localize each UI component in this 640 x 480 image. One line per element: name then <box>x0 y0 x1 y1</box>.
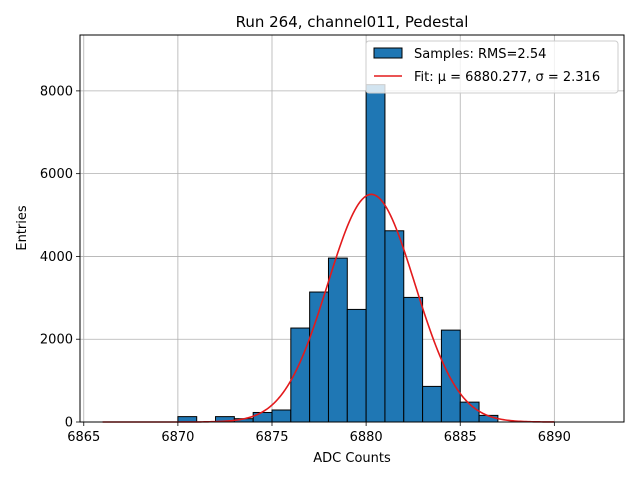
histogram-bar <box>403 296 424 423</box>
y-tick-label: 4000 <box>40 250 73 265</box>
legend-box <box>365 40 619 94</box>
histogram-bar <box>346 308 367 423</box>
histogram-bar <box>384 230 405 423</box>
plot-frame <box>79 34 625 423</box>
chart-title: Run 264, channel011, Pedestal <box>236 13 469 31</box>
x-axis-ticks: 6865 6870 6875 6880 6885 6890 <box>67 422 571 445</box>
legend-label-fit: Fit: μ = 6880.277, σ = 2.316 <box>414 70 600 85</box>
histogram-bar <box>327 257 348 423</box>
x-tick-label: 6880 <box>350 430 383 445</box>
x-tick-label: 6885 <box>444 430 477 445</box>
histogram-bar <box>440 329 461 423</box>
histogram-bar <box>271 409 292 423</box>
x-tick-label: 6870 <box>161 430 194 445</box>
histogram-bar <box>252 411 273 423</box>
y-tick-label: 6000 <box>40 167 73 182</box>
y-tick-label: 0 <box>65 416 73 431</box>
y-tick-label: 8000 <box>40 84 73 99</box>
y-axis-label: Entries <box>15 205 30 251</box>
x-tick-label: 6875 <box>255 430 288 445</box>
histogram-bar <box>365 84 386 423</box>
legend: Samples: RMS=2.54 Fit: μ = 6880.277, σ =… <box>365 40 619 94</box>
legend-label-samples: Samples: RMS=2.54 <box>414 47 546 62</box>
x-axis-label: ADC Counts <box>313 451 391 466</box>
y-tick-label: 2000 <box>40 333 73 348</box>
y-axis-ticks: 0 2000 4000 6000 8000 <box>40 84 80 431</box>
x-tick-label: 6890 <box>538 430 571 445</box>
histogram-bar <box>422 385 442 423</box>
x-tick-label: 6865 <box>67 430 100 445</box>
legend-patch-samples <box>373 47 403 59</box>
